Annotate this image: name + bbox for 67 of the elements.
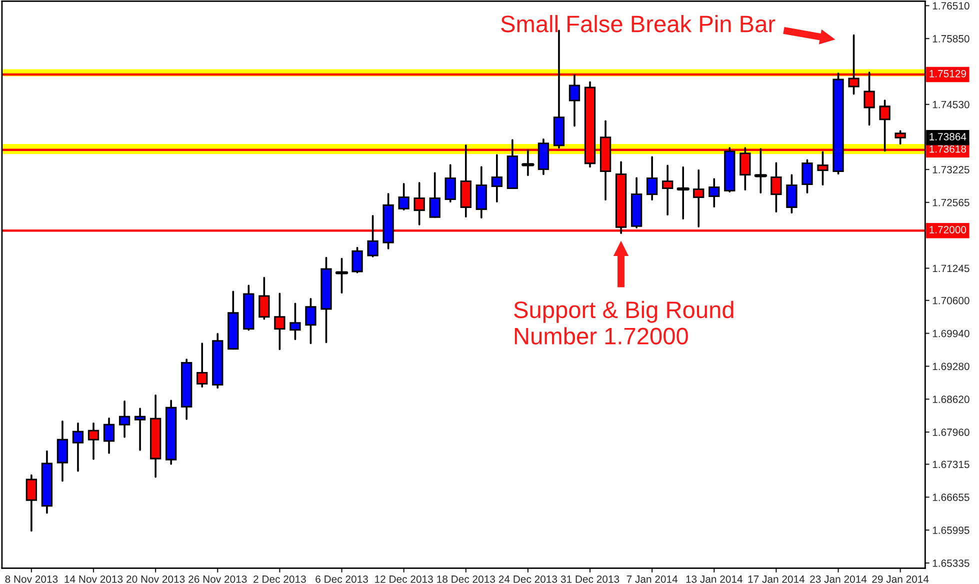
candlestick <box>367 214 378 258</box>
x-tick-label: 18 Dec 2013 <box>437 575 495 583</box>
x-tick-label: 14 Nov 2013 <box>64 575 123 583</box>
annotation: Small False Break Pin Bar <box>501 14 776 32</box>
candlestick <box>429 172 440 218</box>
y-tick-label: 1.76510 <box>932 2 970 10</box>
candlestick <box>693 169 704 228</box>
candlestick <box>352 246 363 274</box>
y-tick-label: 1.69280 <box>932 362 970 370</box>
x-tick-label: 31 Dec 2013 <box>560 575 620 583</box>
candlestick <box>786 174 798 214</box>
y-tick-label: 1.74530 <box>932 100 970 108</box>
candlestick <box>305 298 316 344</box>
candlestick <box>662 164 674 216</box>
x-tick-label: 7 Jan 2014 <box>626 575 678 583</box>
candlestick <box>444 164 456 203</box>
y-tick-label: 1.69940 <box>932 330 970 338</box>
candlestick <box>398 183 410 210</box>
candlestick <box>258 276 270 320</box>
x-tick-label: 6 Dec 2013 <box>316 575 368 583</box>
y-tick-label: 1.71245 <box>932 264 970 272</box>
y-tick-label: 1.70600 <box>932 296 970 304</box>
ref-line-label: 1.72000 <box>930 226 966 234</box>
candlestick <box>491 154 502 203</box>
x-tick-label: 8 Nov 2013 <box>5 575 58 583</box>
y-tick-label: 1.68620 <box>932 396 970 404</box>
candlestick <box>414 182 425 226</box>
candlestick <box>568 74 580 127</box>
y-tick-label: 1.67960 <box>932 428 970 436</box>
y-tick-label: 1.67315 <box>932 460 970 468</box>
y-tick-label: 1.72565 <box>932 198 970 206</box>
candlestick <box>708 178 720 208</box>
candlestick <box>56 420 68 482</box>
x-tick-label: 29 Jan 2014 <box>872 575 929 583</box>
annotation: Support & Big Round Number 1.72000 <box>514 300 734 344</box>
candlestick <box>134 408 146 451</box>
candlestick <box>770 162 782 212</box>
candlestick <box>274 292 286 350</box>
candlestick <box>103 417 115 454</box>
x-tick-label: 26 Nov 2013 <box>188 575 247 583</box>
candlestick <box>476 166 487 218</box>
candlestick <box>894 130 906 145</box>
candlestick <box>72 422 84 472</box>
x-tick-label: 2 Dec 2013 <box>254 575 306 583</box>
candlestick <box>676 166 690 220</box>
text: 1.73864 <box>930 133 966 140</box>
y-tick-label: 1.66655 <box>932 494 970 502</box>
candlestick <box>118 400 130 438</box>
x-tick-label: 20 Nov 2013 <box>126 575 185 583</box>
x-tick-label: 12 Dec 2013 <box>375 575 433 583</box>
candlestick <box>646 156 658 201</box>
y-tick-label: 1.75850 <box>932 35 970 42</box>
x-tick-label: 24 Dec 2013 <box>498 575 558 583</box>
candlestick <box>522 149 534 176</box>
candlestick <box>290 302 301 340</box>
x-tick-label: 13 Jan 2014 <box>686 575 743 583</box>
ref-line-label: 1.73618 <box>930 145 966 153</box>
y-tick-label: 1.65335 <box>932 559 970 567</box>
ref-line-label: 1.75129 <box>930 70 966 78</box>
y-tick-label: 1.73225 <box>932 166 970 174</box>
candlestick <box>802 159 813 194</box>
x-tick-label: 23 Jan 2014 <box>810 575 867 583</box>
candlestick <box>88 422 100 460</box>
y-tick-label: 1.65995 <box>932 526 970 534</box>
candlestick <box>26 474 38 532</box>
candlestick <box>196 342 208 388</box>
x-tick-label: 17 Jan 2014 <box>748 575 805 583</box>
